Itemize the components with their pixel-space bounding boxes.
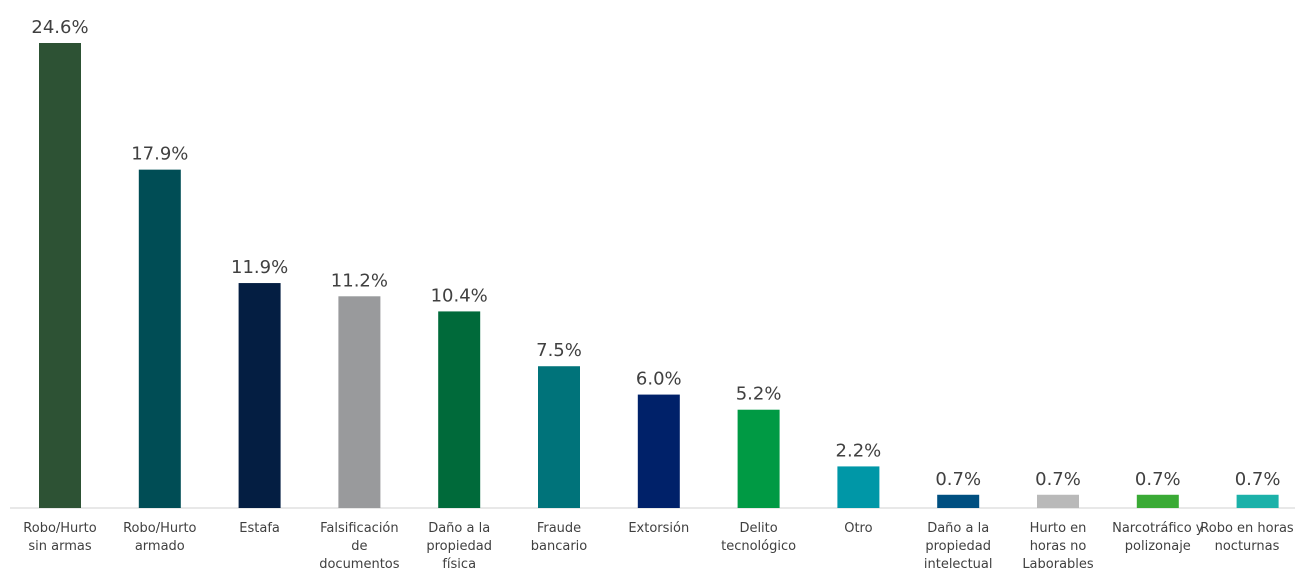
x-tick-label: Robo/Hurto sin armas xyxy=(23,521,97,554)
value-label: 0.7% xyxy=(935,469,981,490)
x-tick-label: Fraude bancario xyxy=(530,521,588,554)
x-tick-label: Estafa xyxy=(239,521,280,536)
bar xyxy=(1236,494,1279,508)
bar xyxy=(1136,494,1179,508)
bar xyxy=(538,366,580,508)
value-label: 17.9% xyxy=(131,144,188,165)
bar xyxy=(338,296,381,508)
value-label: 0.7% xyxy=(1135,469,1181,490)
x-tick-label: Daño a la propiedad física xyxy=(426,521,492,572)
value-label: 11.2% xyxy=(331,270,388,291)
bar xyxy=(937,494,980,508)
value-label: 7.5% xyxy=(536,340,582,361)
bar xyxy=(138,169,181,508)
x-tick-label: Robo/Hurto armado xyxy=(123,521,197,554)
bar xyxy=(1037,494,1079,508)
value-label: 11.9% xyxy=(231,257,288,278)
value-label: 5.2% xyxy=(736,384,782,405)
bar xyxy=(637,394,680,508)
bar xyxy=(438,311,481,508)
x-tick-label: Otro xyxy=(844,521,873,536)
x-tick-label: Daño a la propiedad intelectual xyxy=(923,521,993,572)
bar xyxy=(39,43,81,508)
x-tick-label: Robo en horas nocturnas xyxy=(1200,521,1294,554)
x-tick-label: Hurto en horas no Laborables xyxy=(1022,521,1094,572)
bar xyxy=(238,283,281,508)
x-tick-label: Narcotráfico y polizonaje xyxy=(1112,521,1204,554)
x-tick-label: Extorsión xyxy=(628,521,690,536)
value-label: 0.7% xyxy=(1035,469,1081,490)
value-label: 6.0% xyxy=(636,369,682,390)
bar xyxy=(837,466,880,508)
value-label: 24.6% xyxy=(31,17,88,38)
value-label: 2.2% xyxy=(836,440,882,461)
value-label: 10.4% xyxy=(431,285,488,306)
bar xyxy=(737,409,780,508)
x-tick-label: Falsificación de documentos xyxy=(319,521,400,572)
value-label: 0.7% xyxy=(1235,469,1281,490)
x-tick-label: Delito tecnológico xyxy=(721,521,797,554)
